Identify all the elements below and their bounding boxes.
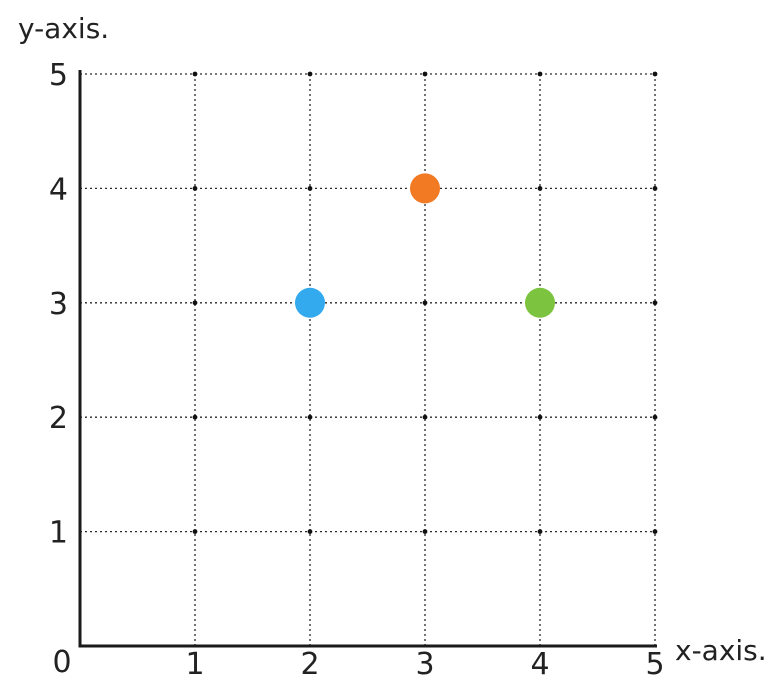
data-point: [295, 287, 325, 318]
x-axis-title: x-axis.: [675, 634, 767, 667]
x-tick-label: 5: [645, 647, 664, 682]
grid-intersection-dot: [307, 186, 313, 191]
y-axis-title: y-axis.: [18, 12, 109, 45]
grid-intersection-dot: [192, 186, 198, 191]
grid-intersection-dot: [192, 414, 198, 420]
grid-intersection-dot: [652, 414, 658, 420]
grid-intersection-dot: [537, 414, 543, 420]
grid-intersection-dot: [537, 71, 543, 77]
grid-intersection-dot: [537, 529, 543, 534]
grid-intersection-dot: [192, 529, 198, 534]
origin-label: 0: [52, 645, 71, 680]
grid-intersection-dot: [307, 414, 313, 420]
grid-intersection-dot: [537, 186, 543, 191]
y-tick-label: 1: [49, 516, 68, 551]
x-tick-label: 1: [185, 647, 204, 682]
grid-intersection-dot: [192, 300, 198, 306]
grid-intersection-dot: [307, 71, 313, 77]
grid: [80, 71, 658, 646]
data-points: [295, 173, 555, 318]
grid-intersection-dot: [422, 414, 428, 420]
grid-intersection-dot: [307, 529, 313, 534]
grid-intersection-dot: [192, 71, 198, 77]
tick-labels: 1 2 3 4 5 1 2 3 4 5: [49, 58, 665, 682]
data-point: [410, 173, 440, 204]
grid-intersection-dot: [652, 529, 658, 534]
grid-intersection-dot: [422, 529, 428, 534]
y-tick-label: 4: [49, 172, 68, 207]
y-tick-label: 3: [49, 287, 68, 322]
grid-intersection-dot: [422, 300, 428, 306]
grid-intersection-dot: [652, 186, 658, 191]
data-point: [525, 287, 555, 318]
grid-intersection-dot: [652, 71, 658, 77]
y-tick-label: 2: [49, 401, 68, 436]
x-tick-label: 3: [415, 647, 434, 682]
x-tick-label: 2: [300, 647, 319, 682]
grid-intersection-dot: [422, 71, 428, 77]
axes: [78, 70, 657, 648]
grid-intersection-dot: [652, 300, 658, 306]
y-tick-label: 5: [49, 58, 68, 93]
x-tick-label: 4: [530, 647, 549, 682]
